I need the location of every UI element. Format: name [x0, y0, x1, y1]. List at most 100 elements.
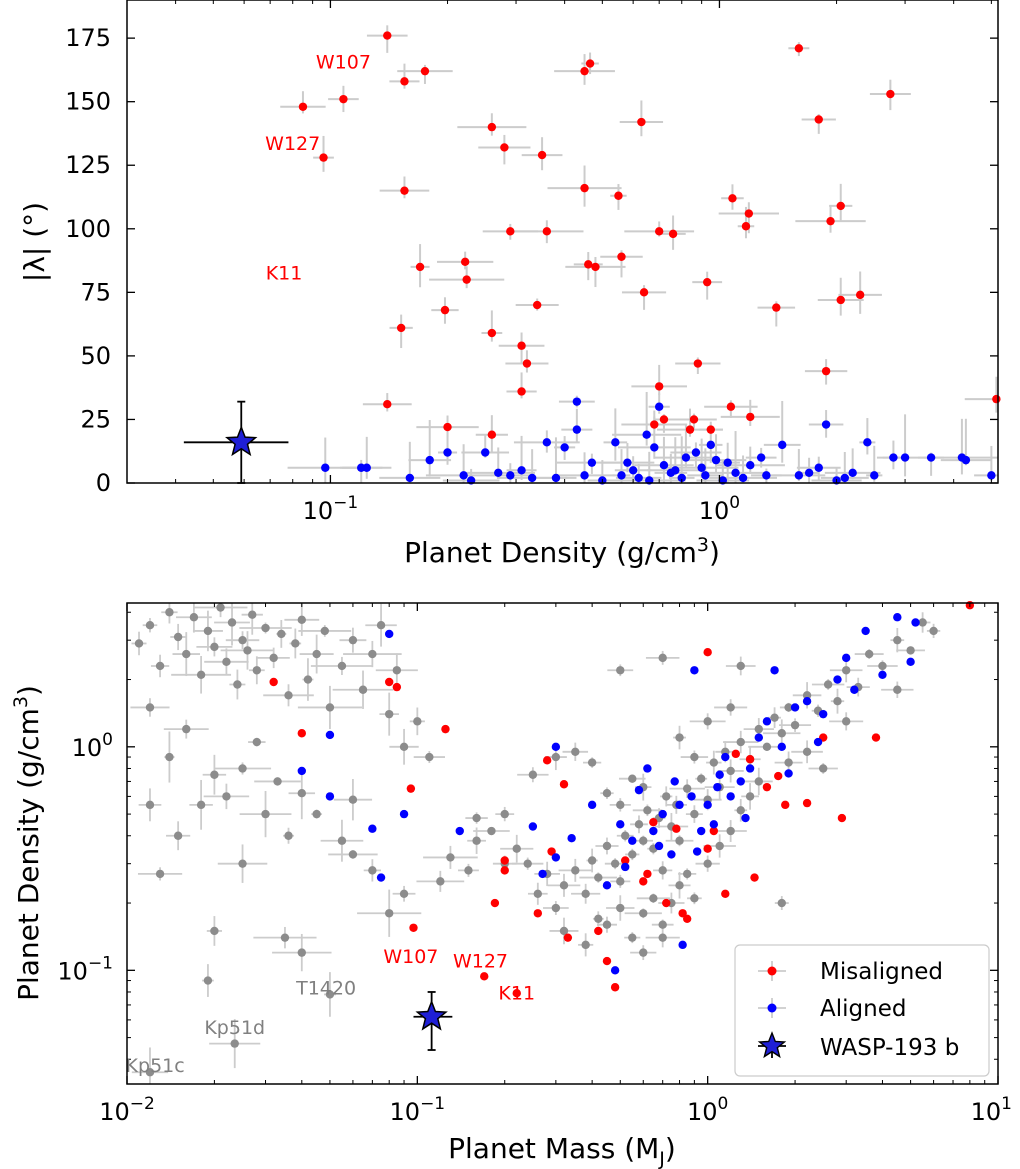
bottom-point-misaligned-20	[621, 856, 630, 865]
bottom-point-background-135	[639, 909, 648, 918]
bottom-point-background-142	[715, 841, 724, 851]
bottom-annotation-kp51d: Kp51d	[204, 1017, 265, 1039]
bottom-point-background-163	[703, 717, 712, 726]
top-point-misaligned-2	[319, 153, 328, 162]
bottom-point-aligned-10	[551, 853, 561, 862]
top-y-axis-label: |λ| (°)	[18, 202, 51, 282]
bottom-point-background-139	[675, 881, 684, 890]
bottom-point-aligned-47	[911, 618, 920, 627]
bottom-point-misaligned-9	[500, 866, 509, 875]
bottom-point-background-53	[173, 831, 183, 840]
bottom-point-misaligned-23	[649, 817, 658, 827]
top-annotation-k11: K11	[266, 263, 303, 285]
bottom-point-aligned-46	[906, 657, 915, 667]
bottom-y-axis-label: Planet Density (g/cm3)	[10, 685, 45, 1001]
bottom-point-aligned-52	[713, 782, 722, 792]
bottom-point-background-100	[709, 758, 719, 767]
top-ytick-label-7: 175	[65, 24, 111, 52]
bottom-point-aligned-23	[678, 940, 687, 950]
bottom-point-background-75	[551, 903, 561, 913]
bottom-point-background-160	[658, 653, 667, 663]
bottom-point-misaligned-12	[533, 909, 543, 918]
bottom-point-background-37	[425, 752, 434, 762]
bottom-point-background-134	[628, 933, 637, 942]
top-point-misaligned-33	[639, 288, 649, 297]
bottom-point-background-25	[312, 649, 321, 659]
top-xtick-label-1-exp: 0	[729, 493, 740, 513]
bottom-point-aligned-22	[675, 800, 684, 810]
bottom-point-aligned-8	[528, 822, 538, 831]
bottom-point-background-83	[616, 877, 625, 886]
bottom-point-background-57	[280, 933, 290, 942]
bottom-point-background-58	[297, 948, 306, 957]
bottom-point-background-51	[145, 800, 155, 810]
bottom-point-background-164	[726, 703, 735, 712]
bottom-point-background-161	[736, 661, 745, 671]
bottom-point-background-68	[472, 836, 481, 845]
top-point-aligned-18	[580, 471, 589, 480]
top-point-misaligned-34	[654, 227, 664, 236]
bottom-point-background-42	[210, 770, 219, 779]
bottom-point-background-21	[284, 691, 293, 700]
top-point-aligned-5	[443, 448, 452, 457]
bottom-point-background-56	[238, 859, 247, 868]
top-point-misaligned-5	[400, 77, 409, 86]
top-point-aligned-62	[840, 473, 850, 483]
top-point-aligned-8	[481, 448, 490, 457]
bottom-point-aligned-12	[567, 834, 576, 843]
top-point-misaligned-10	[460, 257, 470, 267]
bottom-point-aligned-34	[754, 733, 763, 742]
top-points	[298, 31, 1001, 485]
bottom-point-background-46	[261, 809, 270, 819]
top-point-aligned-21	[611, 438, 620, 447]
bottom-xtick-label-3: 101	[971, 1094, 1012, 1126]
bottom-point-background-27	[325, 703, 335, 712]
top-point-aligned-25	[642, 430, 651, 439]
bottom-point-aligned-53	[741, 813, 750, 823]
top-point-misaligned-38	[659, 415, 669, 424]
top-point-aligned-36	[711, 455, 721, 465]
top-point-aligned-15	[560, 443, 569, 452]
bottom-point-background-104	[736, 737, 745, 747]
bottom-point-background-66	[446, 853, 455, 862]
top-annotation-w107: W107	[316, 52, 371, 74]
top-point-misaligned-51	[814, 115, 823, 124]
legend-aligned-label: Aligned	[820, 996, 906, 1022]
top-point-misaligned-24	[487, 430, 497, 439]
bottom-point-background-98	[696, 774, 706, 783]
bottom-point-aligned-21	[667, 850, 676, 859]
bottom-point-aligned-1	[325, 730, 335, 740]
bottom-point-background-155	[802, 747, 812, 756]
bottom-point-background-157	[841, 717, 851, 726]
bottom-point-background-48	[284, 831, 293, 840]
top-point-misaligned-19	[537, 150, 547, 160]
bottom-point-aligned-54	[784, 769, 793, 778]
bottom-point-background-73	[533, 889, 543, 898]
top-ytick-label-3: 75	[80, 278, 111, 306]
bottom-ytick-label-1-exp: 0	[102, 730, 113, 750]
bottom-point-aligned-17	[628, 836, 637, 845]
bottom-point-background-91	[658, 866, 667, 875]
bottom-point-background-128	[602, 789, 612, 798]
top-point-misaligned-54	[836, 201, 845, 211]
top-point-aligned-39	[731, 468, 740, 478]
bottom-point-background-81	[602, 841, 612, 851]
bottom-point-aligned-44	[878, 670, 887, 679]
bottom-point-misaligned-24	[662, 898, 671, 908]
bottom-point-aligned-55	[813, 737, 823, 747]
top-point-aligned-26	[650, 443, 659, 452]
top-point-misaligned-9	[440, 305, 450, 315]
legend: Misaligned Aligned WASP-193 b	[734, 944, 990, 1077]
bottom-point-background-76	[559, 881, 569, 890]
bottom-point-background-82	[610, 859, 620, 868]
bottom-point-misaligned-14	[547, 847, 556, 856]
bottom-point-background-136	[649, 894, 658, 903]
bottom-point-misaligned-10	[490, 898, 500, 908]
bottom-point-aligned-57	[621, 862, 630, 872]
bottom-point-misaligned-6	[441, 724, 450, 734]
top-point-aligned-35	[706, 440, 715, 450]
bottom-star-marker	[415, 999, 448, 1031]
top-point-aligned-24	[634, 473, 643, 483]
